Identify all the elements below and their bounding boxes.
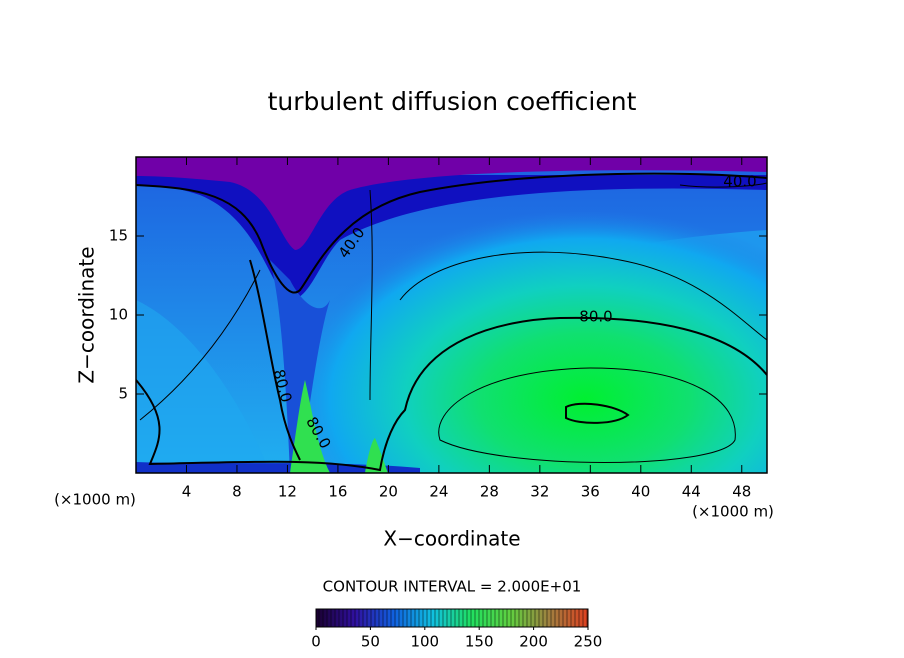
colorbar-label: CONTOUR INTERVAL = 2.000E+01 [323,578,582,596]
contour-label-group: 80.0 [579,308,612,326]
x-tick-label: 4 [182,483,192,501]
colorbar-tick-label: 0 [311,633,321,651]
x-tick-label: 20 [379,483,398,501]
x-tick-label: 28 [480,483,499,501]
x-tick-label: 40 [631,483,650,501]
y-axis-title: Z−coordinate [75,246,99,383]
x-tick-label: 24 [429,483,448,501]
x-axis-title: X−coordinate [383,527,520,551]
contour-field [136,157,767,473]
contour-label-group: 40.0 [723,173,756,191]
colorbar-tick-label: 200 [519,633,548,651]
colorbar [316,609,588,627]
x-unit-label: (×1000 m) [54,491,136,509]
x-tick-label: 8 [232,483,242,501]
chart-title: turbulent diffusion coefficient [268,87,637,116]
contour-label: 40.0 [723,173,756,191]
x-tick-label: 48 [732,483,751,501]
y-tick-label: 5 [118,385,128,403]
colorbar-frame [315,608,589,628]
x-tick-label: 36 [581,483,600,501]
y-tick-label: 15 [109,227,128,245]
x-tick-label: 44 [682,483,701,501]
colorbar-tick-label: 250 [574,633,603,651]
x-unit-label: (×1000 m) [692,503,774,521]
contour-label: 80.0 [579,308,612,326]
x-tick-label: 16 [328,483,347,501]
colorbar-tick-label: 150 [465,633,494,651]
colorbar-tick-label: 100 [410,633,439,651]
x-tick-label: 32 [530,483,549,501]
x-tick-label: 12 [278,483,297,501]
colorbar-tick-label: 50 [361,633,380,651]
y-tick-label: 10 [109,306,128,324]
